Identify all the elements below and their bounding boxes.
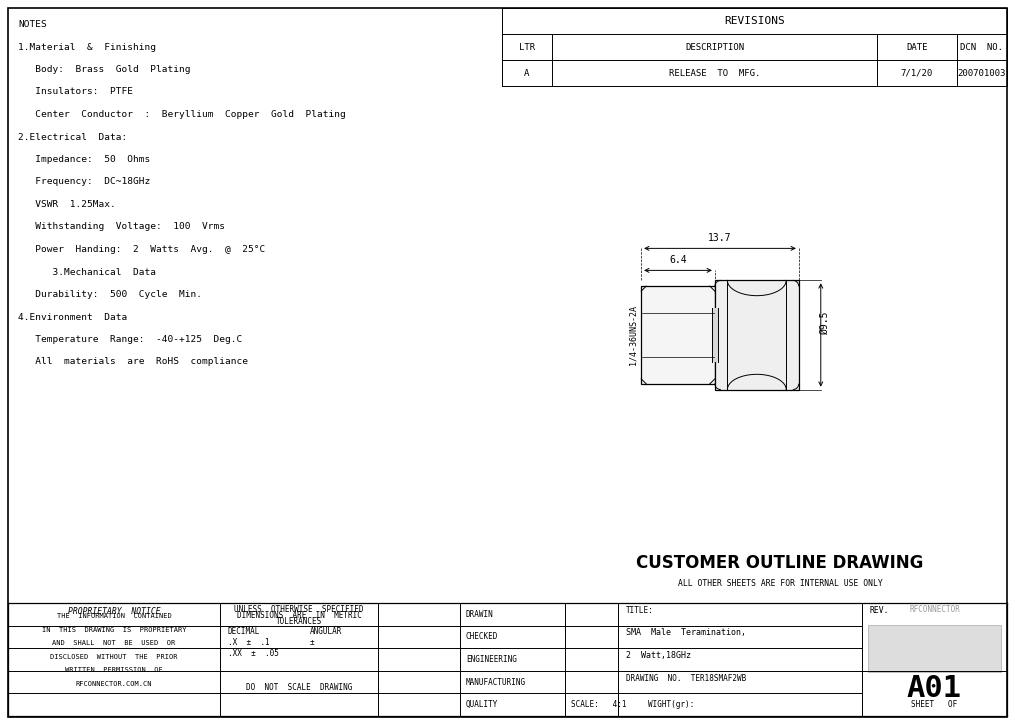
Text: AND  SHALL  NOT  BE  USED  OR: AND SHALL NOT BE USED OR: [53, 640, 176, 646]
Text: WIGHT(gr):: WIGHT(gr):: [648, 700, 694, 709]
Text: 1/4-36UNS-2A: 1/4-36UNS-2A: [628, 305, 637, 365]
Text: RFCONNECTOR.COM.CN: RFCONNECTOR.COM.CN: [76, 681, 152, 687]
Text: ANGULAR: ANGULAR: [310, 626, 342, 636]
Text: Temperature  Range:  -40-+125  Deg.C: Temperature Range: -40-+125 Deg.C: [18, 335, 243, 344]
Text: LTR: LTR: [519, 43, 535, 51]
Text: THE  INFORMATION  CONTAINED: THE INFORMATION CONTAINED: [57, 613, 172, 619]
Text: DESCRIPTION: DESCRIPTION: [685, 43, 744, 51]
Text: A01: A01: [907, 674, 962, 703]
Text: DCN  NO.: DCN NO.: [960, 43, 1004, 51]
Text: PROPRIETARY  NOTICE: PROPRIETARY NOTICE: [68, 607, 160, 616]
Bar: [712, 308, 718, 362]
Bar: [715, 281, 799, 389]
Text: TOLERANCES: TOLERANCES: [276, 617, 322, 626]
Text: 13.7: 13.7: [708, 233, 732, 244]
Text: 3.Mechanical  Data: 3.Mechanical Data: [18, 268, 156, 276]
Text: CUSTOMER OUTLINE DRAWING: CUSTOMER OUTLINE DRAWING: [636, 554, 924, 572]
Text: Center  Conductor  :  Beryllium  Copper  Gold  Plating: Center Conductor : Beryllium Copper Gold…: [18, 110, 346, 119]
Text: WRITTEN  PERMISSION  OF: WRITTEN PERMISSION OF: [65, 668, 162, 674]
Text: 2.Electrical  Data:: 2.Electrical Data:: [18, 133, 127, 141]
Text: .X  ±  .1: .X ± .1: [228, 638, 270, 647]
Text: DECIMAL: DECIMAL: [228, 626, 261, 636]
Text: REVISIONS: REVISIONS: [724, 16, 785, 26]
Text: VSWR  1.25Max.: VSWR 1.25Max.: [18, 200, 116, 209]
Text: ENGINEERING: ENGINEERING: [466, 655, 517, 664]
Text: Body:  Brass  Gold  Plating: Body: Brass Gold Plating: [18, 65, 191, 74]
Text: SMA  Male  Teramination,: SMA Male Teramination,: [626, 629, 746, 637]
Text: IN  THIS  DRAWING  IS  PROPRIETARY: IN THIS DRAWING IS PROPRIETARY: [42, 626, 186, 633]
Text: Insulators:  PTFE: Insulators: PTFE: [18, 88, 133, 96]
Text: ALL OTHER SHEETS ARE FOR INTERNAL USE ONLY: ALL OTHER SHEETS ARE FOR INTERNAL USE ON…: [678, 579, 882, 587]
Text: SCALE:   4:1: SCALE: 4:1: [571, 700, 626, 709]
Text: Withstanding  Voltage:  100  Vrms: Withstanding Voltage: 100 Vrms: [18, 223, 225, 231]
Text: 2  Watt,18GHz: 2 Watt,18GHz: [626, 651, 691, 660]
Text: Durability:  500  Cycle  Min.: Durability: 500 Cycle Min.: [18, 290, 202, 299]
Text: DRAWIN: DRAWIN: [466, 610, 493, 619]
Text: DATE: DATE: [906, 43, 928, 51]
Text: Impedance:  50  Ohms: Impedance: 50 Ohms: [18, 155, 150, 164]
Text: RFCONNECTOR: RFCONNECTOR: [909, 605, 960, 614]
Text: MANUFACTURING: MANUFACTURING: [466, 678, 526, 687]
Text: A: A: [525, 68, 530, 78]
Text: ±: ±: [310, 638, 315, 647]
Text: NOTES: NOTES: [18, 20, 47, 29]
Text: All  materials  are  RoHS  compliance: All materials are RoHS compliance: [18, 357, 248, 367]
Text: TITLE:: TITLE:: [626, 605, 654, 615]
Text: RELEASE  TO  MFG.: RELEASE TO MFG.: [669, 68, 760, 78]
Text: SHEET   OF: SHEET OF: [911, 700, 957, 709]
Text: .XX  ±  .05: .XX ± .05: [228, 650, 279, 658]
Text: DISCLOSED  WITHOUT  THE  PRIOR: DISCLOSED WITHOUT THE PRIOR: [51, 654, 178, 660]
Text: CHECKED: CHECKED: [466, 632, 498, 642]
Text: QUALITY: QUALITY: [466, 700, 498, 709]
Text: 4.Environment  Data: 4.Environment Data: [18, 312, 127, 321]
Text: UNLESS  OTHERWISE  SPECIFIED: UNLESS OTHERWISE SPECIFIED: [234, 605, 363, 614]
Text: Power  Handing:  2  Watts  Avg.  @  25°C: Power Handing: 2 Watts Avg. @ 25°C: [18, 245, 265, 254]
Text: DO  NOT  SCALE  DRAWING: DO NOT SCALE DRAWING: [246, 683, 352, 692]
Text: Frequency:  DC~18GHz: Frequency: DC~18GHz: [18, 178, 150, 186]
Text: Ø9.5: Ø9.5: [820, 312, 830, 335]
Text: 7/1/20: 7/1/20: [901, 68, 933, 78]
Text: DIMENSIONS  ARE  IN  METRIC: DIMENSIONS ARE IN METRIC: [236, 611, 361, 620]
Text: 200701003: 200701003: [958, 68, 1006, 78]
Text: 6.4: 6.4: [669, 255, 687, 265]
Bar: [868, 625, 1001, 672]
Text: 1.Material  &  Finishing: 1.Material & Finishing: [18, 43, 156, 51]
Text: DRAWING  NO.  TER18SMAF2WB: DRAWING NO. TER18SMAF2WB: [626, 674, 746, 682]
Text: REV.: REV.: [870, 605, 889, 615]
Bar: [641, 286, 715, 384]
